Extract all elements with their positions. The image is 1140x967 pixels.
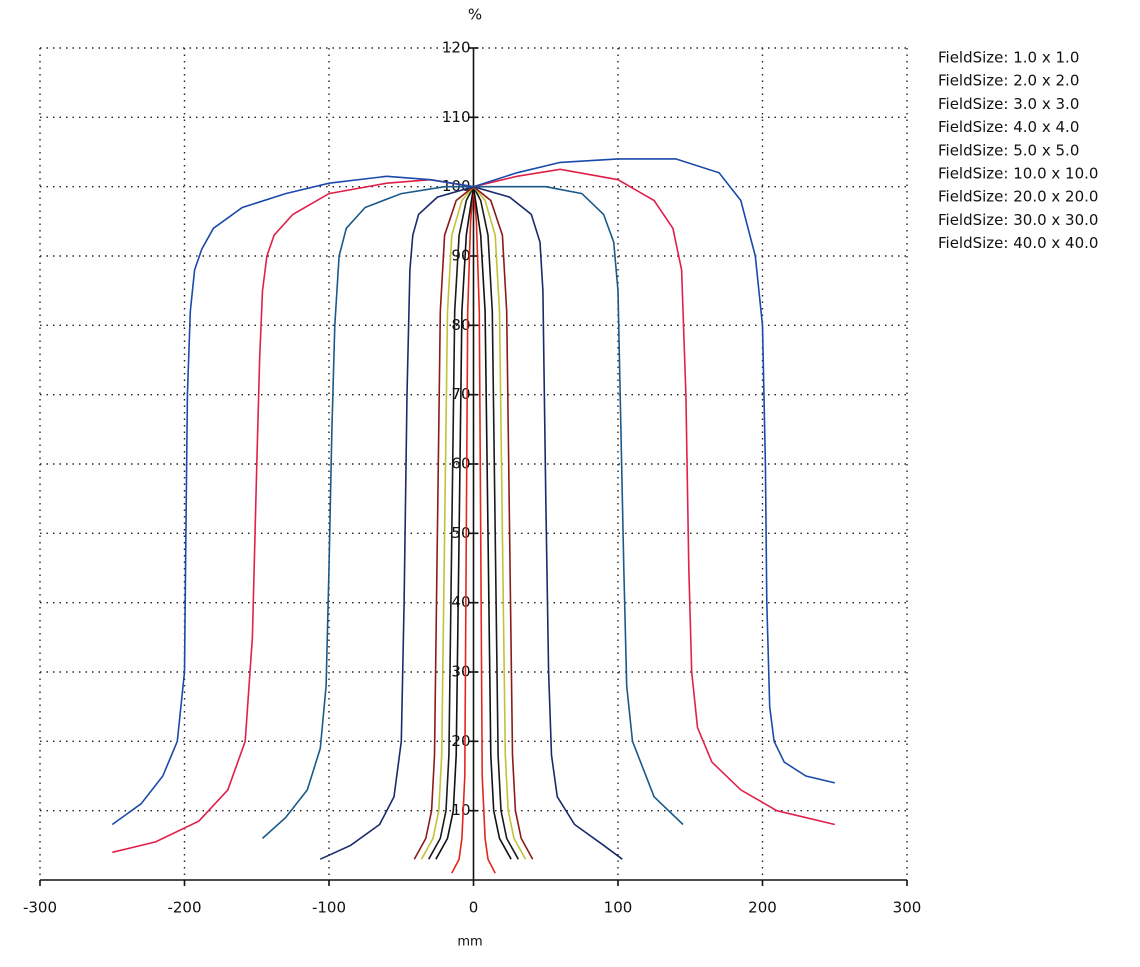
legend-entry: FieldSize: 20.0 x 20.0 — [938, 188, 1098, 206]
legend-entry: FieldSize: 5.0 x 5.0 — [938, 141, 1079, 159]
x-tick-label: -100 — [312, 899, 346, 917]
legend-entry: FieldSize: 30.0 x 30.0 — [938, 211, 1098, 229]
x-tick-label: -300 — [23, 899, 57, 917]
legend-entry: FieldSize: 3.0 x 3.0 — [938, 95, 1079, 113]
y-tick-label: 30 — [451, 663, 470, 681]
y-tick-label: 120 — [442, 39, 471, 57]
y-axis-label: % — [468, 6, 482, 24]
legend-entry: FieldSize: 4.0 x 4.0 — [938, 118, 1079, 136]
legend-entry: FieldSize: 1.0 x 1.0 — [938, 49, 1079, 67]
x-tick-label: 200 — [748, 899, 777, 917]
profile-line — [111, 158, 835, 826]
profile-line — [261, 185, 684, 839]
y-tick-label: 50 — [451, 524, 470, 542]
x-tick-label: -200 — [167, 899, 201, 917]
legend-entry: FieldSize: 2.0 x 2.0 — [938, 72, 1079, 90]
y-tick-label: 90 — [451, 247, 470, 265]
x-tick-label: 300 — [893, 899, 922, 917]
x-axis-label: mm — [457, 935, 482, 950]
y-tick-label: 40 — [451, 593, 470, 611]
legend-entry: FieldSize: 10.0 x 10.0 — [938, 165, 1098, 183]
y-tick-label: 60 — [451, 455, 470, 473]
y-tick-label: 20 — [451, 732, 470, 750]
profile-line — [319, 185, 623, 860]
x-tick-label: 100 — [604, 899, 633, 917]
legend-entry: FieldSize: 40.0 x 40.0 — [938, 234, 1098, 252]
y-tick-label: 10 — [451, 801, 470, 819]
x-tick-label: 0 — [469, 899, 479, 917]
y-tick-label: 110 — [442, 108, 471, 126]
